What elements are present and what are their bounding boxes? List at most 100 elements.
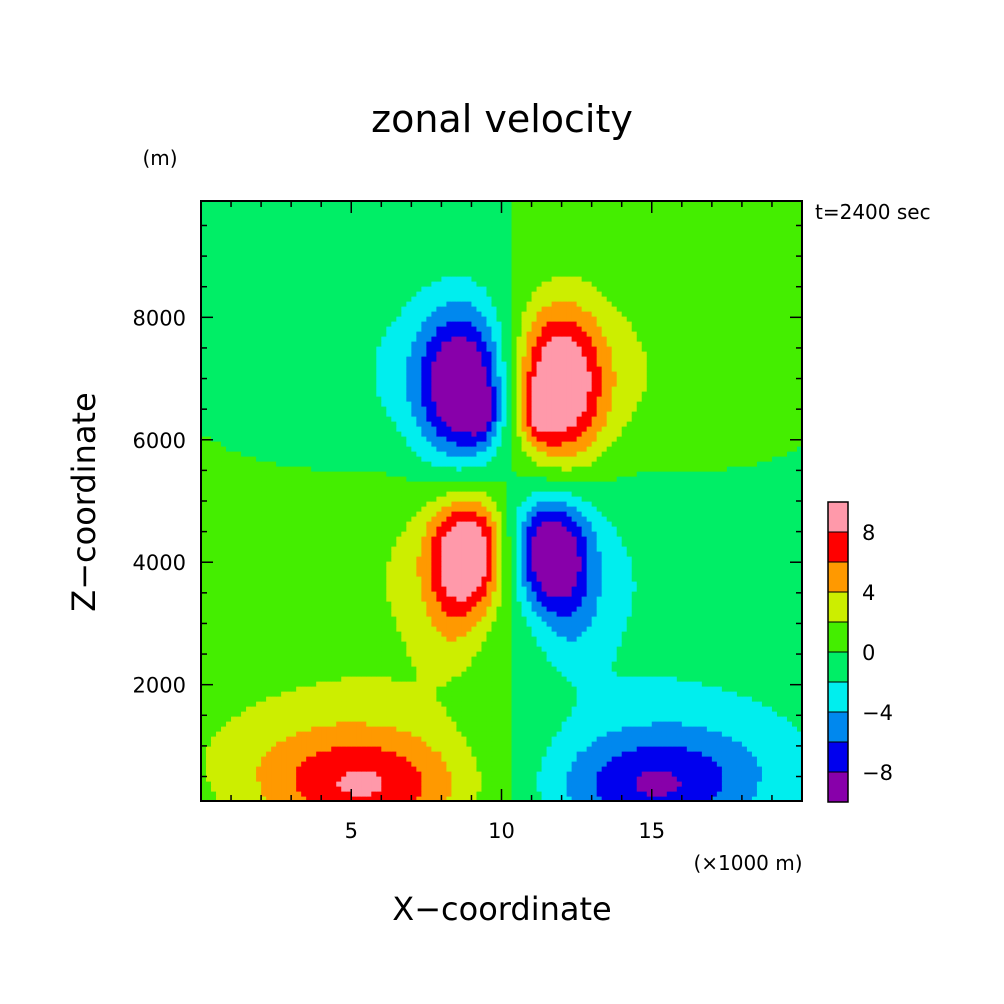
contour-cell [281,756,287,762]
contour-cell [331,791,337,797]
contour-cell [501,746,508,752]
contour-cell [351,636,357,642]
contour-cell [351,681,357,687]
contour-cell [541,711,548,717]
contour-cell [696,726,703,732]
contour-cell [546,731,553,737]
contour-cell [581,646,588,652]
contour-cell [216,696,222,702]
contour-cell [266,641,272,647]
contour-cell [521,646,528,652]
contour-cell [556,751,563,757]
contour-cell [711,711,718,717]
contour-cell [566,736,573,742]
contour-cell [666,796,673,802]
contour-cell [201,606,207,612]
contour-cell [696,706,703,712]
contour-cell [341,641,347,647]
contour-cell [666,701,673,707]
contour-cell [341,726,347,732]
contour-cell [296,591,302,597]
contour-cell [211,661,217,667]
contour-cell [556,686,563,692]
contour-cell [341,711,347,717]
contour-cell [326,786,332,792]
contour-cell [391,596,397,602]
contour-cell [681,741,688,747]
contour-cell [541,691,548,697]
contour-cell [616,596,623,602]
contour-cell [591,651,598,657]
contour-cell [476,651,483,657]
contour-cell [336,726,342,732]
contour-cell [211,721,217,727]
contour-cell [261,711,267,717]
contour-cell [766,716,773,722]
contour-cell [611,636,618,642]
contour-cell [351,766,357,772]
contour-cell [271,776,277,782]
contour-cell [391,726,397,732]
contour-cell [321,761,327,767]
contour-cell [386,721,392,727]
contour-cell [451,696,458,702]
contour-cell [256,671,262,677]
contour-cell [736,706,743,712]
contour-cell [226,691,232,697]
contour-cell [356,661,362,667]
contour-cell [586,691,593,697]
contour-cell [201,596,207,602]
contour-cell [571,596,578,602]
contour-cell [311,696,317,702]
contour-cell [536,721,543,727]
contour-cell [416,676,422,682]
contour-cell [791,596,798,602]
contour-cell [726,696,733,702]
contour-cell [351,696,357,702]
contour-cell [566,701,573,707]
contour-cell [776,756,783,762]
contour-cell [201,686,207,692]
contour-cell [321,766,327,772]
contour-cell [231,661,237,667]
contour-cell [771,646,778,652]
contour-cell [321,696,327,702]
contour-cell [376,666,382,672]
contour-cell [791,701,798,707]
contour-cell [431,781,437,787]
contour-cell [226,616,232,622]
contour-cell [616,791,623,797]
contour-cell [536,656,543,662]
contour-cell [241,746,247,752]
contour-cell [596,711,603,717]
contour-cell [661,736,668,742]
contour-cell [456,796,463,802]
contour-cell [221,716,227,722]
contour-cell [691,796,698,802]
contour-cell [551,711,558,717]
contour-cell [401,676,407,682]
contour-cell [791,731,798,737]
contour-cell [686,621,693,627]
contour-cell [516,701,523,707]
contour-cell [231,751,237,757]
contour-cell [601,736,608,742]
contour-cell [351,781,357,787]
contour-cell [621,696,628,702]
contour-cell [486,686,493,692]
contour-cell [661,706,668,712]
contour-cell [671,716,678,722]
contour-cell [736,606,743,612]
contour-cell [601,611,608,617]
contour-cell [781,781,788,787]
contour-cell [371,716,377,722]
contour-cell [676,681,683,687]
contour-cell [636,651,643,657]
contour-cell [476,726,483,732]
contour-cell [211,701,217,707]
contour-cell [336,781,342,787]
contour-cell [476,796,483,802]
contour-cell [476,741,483,747]
contour-cell [781,701,788,707]
contour-cell [536,756,543,762]
